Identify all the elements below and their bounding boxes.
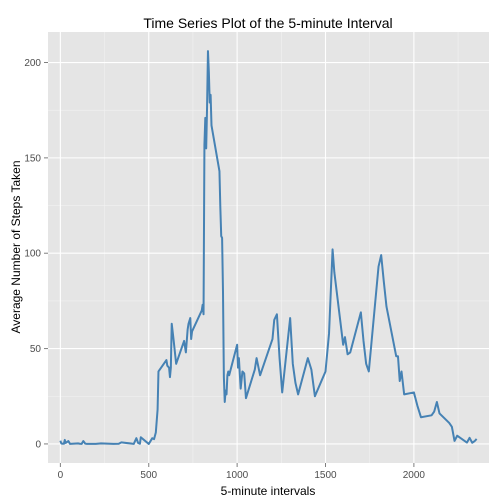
y-tick-label: 200 xyxy=(24,58,41,69)
grid-lines xyxy=(48,32,489,463)
x-tick-label: 1500 xyxy=(314,470,337,481)
x-tick-label: 2000 xyxy=(403,470,426,481)
x-tick-label: 0 xyxy=(58,470,64,481)
x-tick-label: 500 xyxy=(140,470,157,481)
x-axis-label: 5-minute intervals xyxy=(221,484,316,498)
series-layer xyxy=(59,50,478,445)
plot-panel xyxy=(48,32,489,463)
y-tick-label: 50 xyxy=(30,344,42,355)
y-axis: 0 50 100 150 200 xyxy=(24,58,48,450)
y-axis-label: Average Number of Steps Taken xyxy=(9,161,23,334)
series-line xyxy=(59,50,478,445)
chart-title: Time Series Plot of the 5-minute Interva… xyxy=(143,15,392,31)
y-tick-label: 0 xyxy=(35,439,41,450)
x-tick-label: 1000 xyxy=(226,470,249,481)
y-tick-label: 100 xyxy=(24,249,41,260)
x-axis: 0 500 1000 1500 2000 xyxy=(58,463,426,481)
y-tick-label: 150 xyxy=(24,153,41,164)
